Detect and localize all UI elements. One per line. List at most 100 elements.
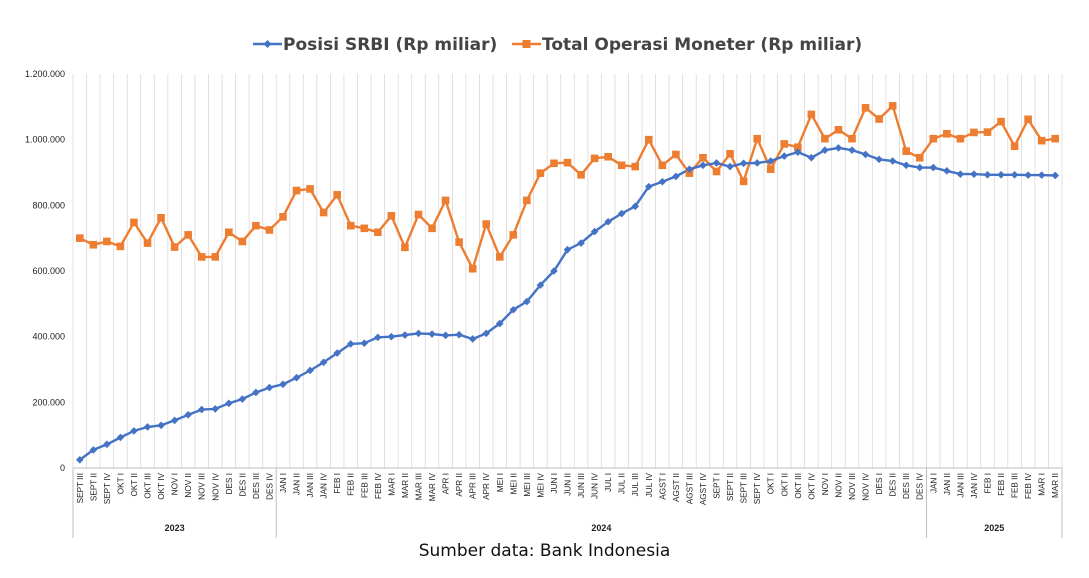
srbi-point (943, 167, 951, 175)
total-point (577, 170, 585, 179)
total-point (563, 158, 572, 167)
srbi-point (807, 153, 816, 162)
srbi-point (306, 366, 314, 375)
year-label: 2025 (984, 523, 1004, 533)
total-point (523, 196, 531, 205)
srbi-point (604, 217, 612, 226)
srbi-point (441, 331, 450, 340)
srbi-point (536, 281, 545, 289)
total-point (590, 154, 599, 163)
srbi-point (455, 330, 463, 339)
srbi-point (319, 358, 328, 367)
legend-label-srbi: Posisi SRBI (Rp miliar) (283, 35, 497, 55)
srbi-point (658, 177, 667, 186)
srbi-point (766, 157, 775, 165)
x-tick-label: NOV I (821, 473, 830, 495)
srbi-point (834, 144, 843, 152)
srbi-point (929, 163, 938, 172)
total-point (319, 208, 328, 217)
srbi-point (726, 162, 734, 171)
x-tick-label: MAR I (387, 473, 396, 496)
srbi-point (333, 349, 341, 357)
total-point (509, 231, 518, 239)
total-point (794, 143, 802, 152)
total-point (360, 224, 369, 233)
x-tick-label: MAR IV (428, 472, 437, 501)
x-tick-label: FEB I (333, 473, 342, 493)
srbi-point (956, 170, 965, 178)
x-tick-label: JUN II (564, 473, 573, 496)
srbi-point (861, 150, 870, 159)
x-tick-label: SEPT III (740, 473, 749, 503)
x-tick-label: FEB II (997, 473, 1006, 496)
total-point (766, 165, 775, 174)
srbi-point (360, 339, 369, 348)
srbi-point (495, 319, 504, 328)
total-point (157, 214, 165, 222)
srbi-point (75, 455, 84, 464)
srbi-point (577, 239, 585, 247)
x-tick-label: MAR III (414, 473, 423, 500)
srbi-point (116, 433, 125, 442)
x-tick-label: OKT II (780, 473, 789, 497)
total-point (970, 128, 978, 137)
srbi-point (563, 245, 572, 254)
total-point (617, 161, 626, 170)
srbi-point (197, 405, 206, 414)
srbi-point (130, 427, 138, 435)
total-point (265, 226, 274, 234)
srbi-point (590, 227, 599, 236)
x-tick-label: JAN I (279, 473, 288, 493)
chart-legend: Posisi SRBI (Rp miliar) Total Operasi Mon… (253, 35, 862, 55)
vertical-gridlines (72, 74, 1063, 468)
x-tick-label: JAN IV (970, 472, 979, 498)
total-point (685, 169, 694, 177)
total-point (997, 117, 1005, 126)
x-tick-label: DES III (902, 473, 911, 499)
y-tick-label: 200.000 (32, 397, 65, 407)
total-point (672, 150, 680, 159)
total-point (333, 191, 341, 199)
total-point (306, 185, 314, 193)
total-point (644, 135, 653, 144)
srbi-point (1051, 171, 1060, 180)
x-tick-label: DES II (889, 473, 898, 497)
srbi-point (794, 148, 802, 156)
x-tick-label: NOV II (834, 473, 843, 498)
srbi-point (523, 297, 531, 306)
x-tick-label: DES I (875, 473, 884, 494)
total-point (428, 224, 436, 233)
total-point (197, 253, 206, 261)
total-point (455, 238, 463, 246)
srbi-point (888, 157, 897, 165)
total-point (726, 149, 734, 158)
total-point (915, 153, 924, 162)
x-tick-label: FEB I (983, 473, 992, 493)
total-point (211, 253, 220, 261)
total-point (753, 134, 761, 143)
srbi-point (915, 163, 924, 172)
x-tick-label: APR IV (482, 472, 491, 499)
year-label: 2024 (591, 523, 611, 533)
x-tick-label: FEB III (360, 473, 369, 498)
srbi-point (672, 172, 680, 181)
x-tick-label: NOV IV (862, 472, 871, 500)
srbi-point (821, 146, 829, 154)
total-point (414, 210, 423, 219)
srbi-point (170, 416, 179, 425)
total-point (821, 134, 829, 143)
srbi-point (292, 373, 301, 382)
srbi-point (157, 421, 165, 430)
srbi-point (89, 446, 98, 454)
total-point (170, 243, 179, 251)
total-point (1037, 136, 1046, 145)
srbi-point (699, 161, 707, 170)
srbi-point (848, 146, 856, 154)
x-tick-label: JUL IV (645, 472, 654, 497)
x-tick-label: FEB III (1011, 473, 1020, 498)
total-point (401, 243, 409, 252)
total-point (468, 264, 477, 273)
total-point (116, 242, 125, 251)
total-point (780, 140, 789, 148)
